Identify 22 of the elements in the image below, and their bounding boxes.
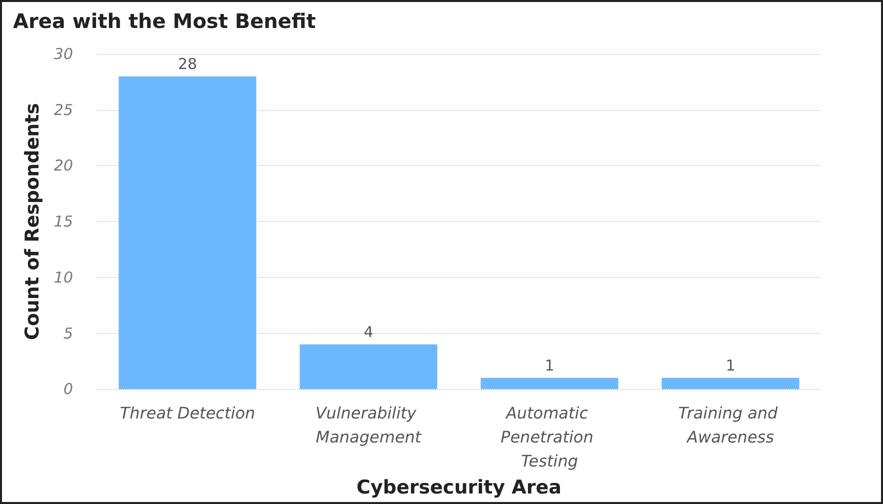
x-tick-label: Vulnerability Management [316,404,422,447]
x-tick-label: Threat Detection [120,404,256,423]
chart-title: Area with the Most Benefit [13,9,316,33]
y-axis-title: Count of Respondents [22,103,44,340]
x-axis-title: Cybersecurity Area [356,476,562,498]
y-tick-label: 20 [54,156,73,175]
data-label: 4 [364,322,374,341]
bar [300,344,438,390]
data-label: 1 [726,356,736,374]
y-tick-label: 5 [63,324,73,342]
bar [480,378,618,390]
data-label: 28 [178,54,198,73]
y-tick-label: 30 [54,45,73,63]
x-tick-label: Automatic Penetration Testing [500,404,598,471]
data-label: 1 [544,356,554,374]
y-tick-label: 0 [63,380,73,398]
y-tick-label: 15 [54,212,73,231]
bar [118,76,256,390]
x-tick-label: Training and Awareness [678,404,783,447]
y-tick-label: 25 [54,100,73,119]
bar [662,378,800,390]
y-tick-label: 10 [54,268,73,286]
